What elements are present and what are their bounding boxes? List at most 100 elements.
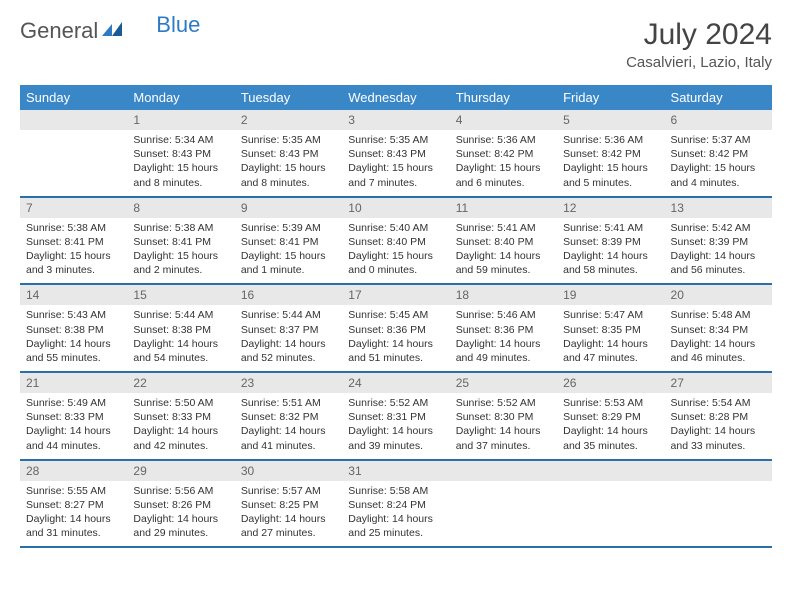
day-number: 3 <box>342 110 449 130</box>
day-number: 10 <box>342 198 449 218</box>
day-number: 25 <box>450 373 557 393</box>
day-data: Sunrise: 5:54 AMSunset: 8:28 PMDaylight:… <box>665 393 772 459</box>
day-number: 24 <box>342 373 449 393</box>
day-data: Sunrise: 5:55 AMSunset: 8:27 PMDaylight:… <box>20 481 127 547</box>
day-header-row: SundayMondayTuesdayWednesdayThursdayFrid… <box>20 85 772 110</box>
day-number: 6 <box>665 110 772 130</box>
day-data: Sunrise: 5:43 AMSunset: 8:38 PMDaylight:… <box>20 305 127 371</box>
day-data: Sunrise: 5:40 AMSunset: 8:40 PMDaylight:… <box>342 218 449 284</box>
day-number: 1 <box>127 110 234 130</box>
day-data: Sunrise: 5:52 AMSunset: 8:30 PMDaylight:… <box>450 393 557 459</box>
day-data: Sunrise: 5:57 AMSunset: 8:25 PMDaylight:… <box>235 481 342 547</box>
calendar-cell: 2Sunrise: 5:35 AMSunset: 8:43 PMDaylight… <box>235 110 342 197</box>
day-number: 23 <box>235 373 342 393</box>
day-data: Sunrise: 5:37 AMSunset: 8:42 PMDaylight:… <box>665 130 772 196</box>
day-number: 11 <box>450 198 557 218</box>
day-header: Monday <box>127 85 234 110</box>
calendar-cell: 14Sunrise: 5:43 AMSunset: 8:38 PMDayligh… <box>20 284 127 372</box>
calendar-row: 1Sunrise: 5:34 AMSunset: 8:43 PMDaylight… <box>20 110 772 197</box>
day-data: Sunrise: 5:38 AMSunset: 8:41 PMDaylight:… <box>20 218 127 284</box>
calendar-cell: 27Sunrise: 5:54 AMSunset: 8:28 PMDayligh… <box>665 372 772 460</box>
location: Casalvieri, Lazio, Italy <box>626 54 772 71</box>
calendar-cell: 12Sunrise: 5:41 AMSunset: 8:39 PMDayligh… <box>557 197 664 285</box>
calendar-cell: 19Sunrise: 5:47 AMSunset: 8:35 PMDayligh… <box>557 284 664 372</box>
day-data: Sunrise: 5:42 AMSunset: 8:39 PMDaylight:… <box>665 218 772 284</box>
title-block: July 2024 Casalvieri, Lazio, Italy <box>626 18 772 71</box>
day-number: 21 <box>20 373 127 393</box>
day-data: Sunrise: 5:35 AMSunset: 8:43 PMDaylight:… <box>235 130 342 196</box>
day-data: Sunrise: 5:58 AMSunset: 8:24 PMDaylight:… <box>342 481 449 547</box>
calendar-cell: 4Sunrise: 5:36 AMSunset: 8:42 PMDaylight… <box>450 110 557 197</box>
calendar-cell: 5Sunrise: 5:36 AMSunset: 8:42 PMDaylight… <box>557 110 664 197</box>
calendar-cell: 22Sunrise: 5:50 AMSunset: 8:33 PMDayligh… <box>127 372 234 460</box>
calendar-cell <box>20 110 127 197</box>
day-number: 28 <box>20 461 127 481</box>
day-number: 19 <box>557 285 664 305</box>
day-data: Sunrise: 5:56 AMSunset: 8:26 PMDaylight:… <box>127 481 234 547</box>
calendar-cell: 11Sunrise: 5:41 AMSunset: 8:40 PMDayligh… <box>450 197 557 285</box>
day-header: Sunday <box>20 85 127 110</box>
calendar-cell: 8Sunrise: 5:38 AMSunset: 8:41 PMDaylight… <box>127 197 234 285</box>
calendar-cell <box>665 460 772 548</box>
calendar-row: 14Sunrise: 5:43 AMSunset: 8:38 PMDayligh… <box>20 284 772 372</box>
day-number: 20 <box>665 285 772 305</box>
calendar-row: 21Sunrise: 5:49 AMSunset: 8:33 PMDayligh… <box>20 372 772 460</box>
calendar-cell <box>557 460 664 548</box>
day-header: Wednesday <box>342 85 449 110</box>
day-data: Sunrise: 5:52 AMSunset: 8:31 PMDaylight:… <box>342 393 449 459</box>
day-number-empty <box>20 110 127 130</box>
calendar-cell: 17Sunrise: 5:45 AMSunset: 8:36 PMDayligh… <box>342 284 449 372</box>
calendar-cell: 1Sunrise: 5:34 AMSunset: 8:43 PMDaylight… <box>127 110 234 197</box>
day-data: Sunrise: 5:49 AMSunset: 8:33 PMDaylight:… <box>20 393 127 459</box>
day-number: 31 <box>342 461 449 481</box>
calendar-cell: 26Sunrise: 5:53 AMSunset: 8:29 PMDayligh… <box>557 372 664 460</box>
calendar-cell: 16Sunrise: 5:44 AMSunset: 8:37 PMDayligh… <box>235 284 342 372</box>
calendar-body: 1Sunrise: 5:34 AMSunset: 8:43 PMDaylight… <box>20 110 772 547</box>
day-header: Thursday <box>450 85 557 110</box>
day-number: 4 <box>450 110 557 130</box>
day-number: 8 <box>127 198 234 218</box>
calendar-cell: 13Sunrise: 5:42 AMSunset: 8:39 PMDayligh… <box>665 197 772 285</box>
calendar-cell: 7Sunrise: 5:38 AMSunset: 8:41 PMDaylight… <box>20 197 127 285</box>
logo-icon <box>100 18 124 44</box>
day-header: Tuesday <box>235 85 342 110</box>
calendar-row: 7Sunrise: 5:38 AMSunset: 8:41 PMDaylight… <box>20 197 772 285</box>
day-number-empty <box>665 461 772 481</box>
logo: General Blue <box>20 18 172 44</box>
day-number: 9 <box>235 198 342 218</box>
day-header: Friday <box>557 85 664 110</box>
day-data: Sunrise: 5:41 AMSunset: 8:39 PMDaylight:… <box>557 218 664 284</box>
calendar-cell: 10Sunrise: 5:40 AMSunset: 8:40 PMDayligh… <box>342 197 449 285</box>
calendar-cell: 9Sunrise: 5:39 AMSunset: 8:41 PMDaylight… <box>235 197 342 285</box>
day-number: 5 <box>557 110 664 130</box>
calendar-cell: 15Sunrise: 5:44 AMSunset: 8:38 PMDayligh… <box>127 284 234 372</box>
day-data: Sunrise: 5:36 AMSunset: 8:42 PMDaylight:… <box>557 130 664 196</box>
calendar-cell: 21Sunrise: 5:49 AMSunset: 8:33 PMDayligh… <box>20 372 127 460</box>
day-data: Sunrise: 5:39 AMSunset: 8:41 PMDaylight:… <box>235 218 342 284</box>
day-number: 13 <box>665 198 772 218</box>
day-number: 14 <box>20 285 127 305</box>
calendar-cell: 30Sunrise: 5:57 AMSunset: 8:25 PMDayligh… <box>235 460 342 548</box>
day-data: Sunrise: 5:36 AMSunset: 8:42 PMDaylight:… <box>450 130 557 196</box>
day-data: Sunrise: 5:47 AMSunset: 8:35 PMDaylight:… <box>557 305 664 371</box>
day-header: Saturday <box>665 85 772 110</box>
calendar-cell: 18Sunrise: 5:46 AMSunset: 8:36 PMDayligh… <box>450 284 557 372</box>
day-number: 17 <box>342 285 449 305</box>
calendar-row: 28Sunrise: 5:55 AMSunset: 8:27 PMDayligh… <box>20 460 772 548</box>
day-data: Sunrise: 5:45 AMSunset: 8:36 PMDaylight:… <box>342 305 449 371</box>
calendar-cell: 25Sunrise: 5:52 AMSunset: 8:30 PMDayligh… <box>450 372 557 460</box>
calendar-cell: 20Sunrise: 5:48 AMSunset: 8:34 PMDayligh… <box>665 284 772 372</box>
day-number: 27 <box>665 373 772 393</box>
calendar-cell: 31Sunrise: 5:58 AMSunset: 8:24 PMDayligh… <box>342 460 449 548</box>
day-data: Sunrise: 5:50 AMSunset: 8:33 PMDaylight:… <box>127 393 234 459</box>
calendar-cell: 23Sunrise: 5:51 AMSunset: 8:32 PMDayligh… <box>235 372 342 460</box>
day-data: Sunrise: 5:44 AMSunset: 8:37 PMDaylight:… <box>235 305 342 371</box>
calendar-cell: 24Sunrise: 5:52 AMSunset: 8:31 PMDayligh… <box>342 372 449 460</box>
logo-word1: General <box>20 18 98 44</box>
day-data: Sunrise: 5:51 AMSunset: 8:32 PMDaylight:… <box>235 393 342 459</box>
day-data: Sunrise: 5:38 AMSunset: 8:41 PMDaylight:… <box>127 218 234 284</box>
day-number-empty <box>450 461 557 481</box>
day-number: 29 <box>127 461 234 481</box>
day-data: Sunrise: 5:46 AMSunset: 8:36 PMDaylight:… <box>450 305 557 371</box>
day-number-empty <box>557 461 664 481</box>
